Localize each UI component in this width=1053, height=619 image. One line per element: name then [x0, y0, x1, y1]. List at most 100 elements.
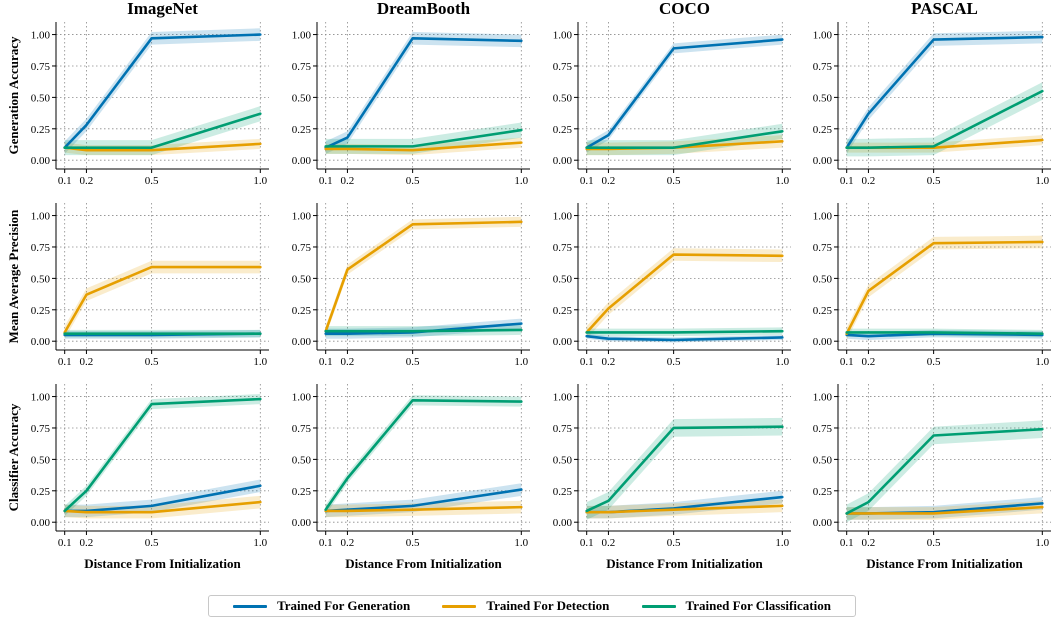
x-tick-label: 0.2 — [341, 537, 355, 549]
y-tick-label: 0.00 — [813, 336, 833, 348]
series-line-trained-for-detection — [585, 504, 784, 514]
x-axis-label: Distance From Initialization — [345, 556, 502, 571]
x-tick-label: 1.0 — [1035, 175, 1049, 187]
legend-label-classification: Trained For Classification — [685, 598, 831, 613]
y-tick-label: 1.00 — [553, 211, 573, 223]
x-tick-label: 0.5 — [145, 537, 159, 549]
y-tick-label: 0.75 — [553, 423, 573, 435]
y-tick-label: 0.75 — [31, 242, 51, 254]
y-tick-label: 0.25 — [292, 486, 312, 498]
x-tick-label: 1.0 — [253, 356, 267, 368]
series-line-trained-for-detection — [63, 500, 262, 514]
series-line-trained-for-classification — [63, 112, 262, 149]
y-tick-label: 1.00 — [813, 211, 833, 223]
x-tick-label: 0.2 — [862, 356, 876, 368]
x-tick-label: 0.1 — [840, 356, 854, 368]
series-line-trained-for-detection — [585, 253, 784, 334]
legend-swatch-classification — [641, 604, 676, 608]
x-tick-label: 0.2 — [80, 175, 94, 187]
x-tick-label: 0.2 — [862, 175, 876, 187]
x-tick-label: 0.5 — [667, 175, 681, 187]
y-tick-label: 0.75 — [31, 423, 51, 435]
series-line-trained-for-classification — [845, 89, 1044, 149]
y-tick-label: 0.75 — [813, 423, 833, 435]
x-tick-label: 0.1 — [580, 537, 594, 549]
y-tick-label: 0.75 — [813, 61, 833, 73]
x-tick-label: 0.2 — [602, 175, 616, 187]
y-tick-label: 0.75 — [31, 61, 51, 73]
series-line-trained-for-generation — [324, 37, 523, 149]
y-tick-label: 1.00 — [31, 211, 51, 223]
series-line-trained-for-classification — [324, 328, 523, 333]
x-axis-label: Distance From Initialization — [606, 556, 763, 571]
band-trained-for-generation — [325, 32, 522, 154]
y-tick-label: 0.25 — [813, 305, 833, 317]
series-line-trained-for-detection — [845, 505, 1044, 515]
x-tick-label: 1.0 — [253, 537, 267, 549]
band-trained-for-classification — [325, 395, 522, 515]
x-tick-label: 0.1 — [319, 175, 333, 187]
x-tick-label: 1.0 — [775, 175, 789, 187]
x-axis-label: Distance From Initialization — [84, 556, 241, 571]
series-line-trained-for-classification — [585, 130, 784, 149]
band-trained-for-generation — [586, 34, 783, 153]
y-tick-label: 0.00 — [292, 336, 312, 348]
x-tick-label: 1.0 — [1035, 356, 1049, 368]
y-tick-label: 0.25 — [31, 305, 51, 317]
y-tick-label: 0.25 — [553, 124, 573, 136]
panel-pascal-generation-accuracy: 0.00 0.25 0.50 0.75 1.00 0.1 0.2 0.5 1.0 — [813, 22, 1051, 187]
y-tick-label: 0.50 — [31, 273, 51, 285]
y-tick-label: 0.00 — [813, 155, 833, 167]
y-tick-label: 1.00 — [553, 392, 573, 404]
y-tick-label: 0.50 — [553, 454, 573, 466]
y-tick-label: 0.75 — [813, 242, 833, 254]
panel-dreambooth-classifier-accuracy: 0.00 0.25 0.50 0.75 1.00 0.1 0.2 0.5 1.0 — [292, 384, 530, 549]
col-title-coco: COCO — [659, 0, 710, 18]
x-tick-label: 0.5 — [927, 356, 941, 368]
y-tick-label: 0.50 — [813, 454, 833, 466]
series-line-trained-for-classification — [585, 329, 784, 334]
band-trained-for-detection — [325, 137, 522, 156]
x-tick-label: 1.0 — [253, 175, 267, 187]
x-tick-label: 0.5 — [145, 175, 159, 187]
y-tick-label: 0.00 — [31, 155, 51, 167]
row-label-classifier-accuracy: Classifier Accuracy — [6, 403, 21, 511]
series-line-trained-for-detection — [845, 240, 1044, 335]
row-label-mean-average-precision: Mean Average Precision — [6, 209, 21, 344]
x-tick-label: 0.1 — [840, 537, 854, 549]
y-tick-label: 0.25 — [292, 305, 312, 317]
x-tick-label: 1.0 — [775, 537, 789, 549]
col-title-imagenet: ImageNet — [127, 0, 198, 18]
panel-dreambooth-generation-accuracy: 0.00 0.25 0.50 0.75 1.00 0.1 0.2 0.5 1.0 — [292, 22, 530, 187]
y-tick-label: 0.75 — [553, 242, 573, 254]
x-tick-label: 0.5 — [406, 537, 420, 549]
x-tick-label: 1.0 — [514, 537, 528, 549]
legend-swatch-generation — [233, 604, 268, 608]
y-tick-label: 0.75 — [553, 61, 573, 73]
y-tick-label: 1.00 — [292, 30, 312, 42]
x-tick-label: 0.1 — [58, 356, 72, 368]
x-tick-label: 0.1 — [319, 356, 333, 368]
y-tick-label: 0.00 — [553, 517, 573, 529]
panel-pascal-mean-average-precision: 0.00 0.25 0.50 0.75 1.00 0.1 0.2 0.5 1.0 — [813, 203, 1051, 368]
series-line-trained-for-classification — [324, 399, 523, 511]
legend: Trained For Generation Trained For Detec… — [208, 595, 856, 617]
y-tick-label: 0.00 — [292, 517, 312, 529]
y-tick-label: 0.25 — [813, 124, 833, 136]
legend-item-detection: Trained For Detection — [442, 598, 609, 614]
y-tick-label: 0.25 — [813, 486, 833, 498]
x-tick-label: 0.1 — [319, 537, 333, 549]
legend-item-generation: Trained For Generation — [233, 598, 410, 614]
y-tick-label: 0.50 — [292, 273, 312, 285]
x-tick-label: 0.1 — [580, 356, 594, 368]
band-trained-for-detection — [64, 260, 261, 339]
y-tick-label: 0.50 — [813, 273, 833, 285]
y-tick-label: 0.75 — [292, 61, 312, 73]
x-tick-label: 0.2 — [80, 356, 94, 368]
legend-label-detection: Trained For Detection — [486, 598, 610, 613]
y-tick-label: 1.00 — [292, 392, 312, 404]
x-tick-label: 0.5 — [927, 175, 941, 187]
panel-imagenet-generation-accuracy: 0.00 0.25 0.50 0.75 1.00 0.1 0.2 0.5 1.0 — [31, 22, 269, 187]
y-tick-label: 0.50 — [31, 92, 51, 104]
panel-dreambooth-mean-average-precision: 0.00 0.25 0.50 0.75 1.00 0.1 0.2 0.5 1.0 — [292, 203, 530, 368]
